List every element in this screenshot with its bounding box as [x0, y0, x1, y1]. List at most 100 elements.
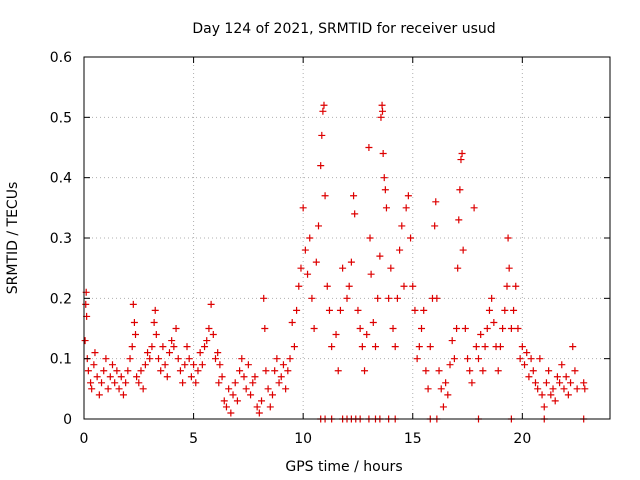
data-point: [531, 379, 539, 387]
data-point: [514, 325, 522, 332]
data-point: [261, 325, 269, 332]
data-point: [366, 234, 374, 242]
data-point: [350, 192, 358, 200]
data-point: [415, 343, 423, 351]
data-point: [389, 325, 397, 332]
data-point: [192, 379, 200, 387]
data-point: [312, 258, 320, 266]
data-point: [81, 337, 89, 345]
data-point: [527, 355, 535, 363]
data-point: [490, 318, 498, 326]
data-point: [135, 379, 143, 387]
data-point: [115, 385, 123, 393]
data-point: [132, 331, 140, 339]
data-point: [442, 379, 450, 387]
data-points: [81, 101, 589, 423]
data-point: [176, 367, 184, 375]
data-point: [464, 355, 472, 363]
data-point: [435, 367, 443, 375]
data-point: [183, 343, 191, 351]
data-point: [475, 355, 482, 363]
data-point: [328, 343, 336, 351]
data-point: [345, 282, 353, 290]
data-point: [413, 355, 421, 363]
y-axis-label: SRMTID / TECUs: [5, 182, 21, 295]
data-point: [130, 318, 138, 326]
data-point: [387, 264, 395, 272]
data-point: [236, 367, 244, 375]
data-point: [321, 192, 329, 200]
data-point: [361, 367, 369, 375]
data-point: [376, 252, 384, 260]
data-point: [170, 343, 178, 351]
data-point: [564, 391, 572, 399]
data-point: [516, 355, 524, 363]
data-point: [318, 131, 326, 139]
data-point: [262, 367, 270, 375]
data-point: [207, 300, 215, 308]
data-point: [367, 270, 375, 278]
data-point: [334, 367, 342, 375]
data-point: [461, 325, 469, 332]
data-point: [317, 162, 325, 170]
data-point: [174, 355, 182, 363]
data-point: [369, 318, 377, 326]
data-point: [547, 391, 555, 399]
data-point: [255, 409, 263, 417]
data-point: [404, 192, 412, 200]
data-point: [433, 294, 441, 302]
data-point: [198, 361, 206, 369]
data-point: [310, 325, 318, 332]
data-point: [558, 361, 566, 369]
data-point: [553, 373, 561, 381]
data-point: [518, 343, 526, 351]
x-tick-label: 10: [294, 431, 312, 447]
data-point: [521, 361, 529, 369]
y-tick-label: 0.5: [50, 110, 72, 126]
data-point: [567, 379, 575, 387]
data-point: [253, 403, 261, 411]
data-point: [477, 331, 485, 339]
data-point: [282, 385, 290, 393]
data-point: [418, 325, 426, 332]
data-point: [304, 270, 312, 278]
data-point: [356, 325, 364, 332]
data-point: [244, 361, 252, 369]
data-point: [470, 204, 478, 212]
data-point: [556, 379, 564, 387]
data-point: [168, 337, 176, 345]
data-point: [351, 210, 359, 218]
data-point: [88, 385, 96, 393]
data-point: [529, 367, 537, 375]
data-point: [260, 294, 268, 302]
y-tick-label: 0.4: [50, 171, 72, 187]
data-point: [363, 331, 371, 339]
data-point: [301, 246, 309, 254]
data-point: [218, 373, 226, 381]
data-point: [456, 186, 464, 194]
data-point: [229, 391, 237, 399]
data-point: [91, 349, 99, 357]
x-tick-label: 0: [80, 431, 89, 447]
data-point: [454, 264, 462, 272]
data-point: [181, 361, 189, 369]
y-tick-label: 0.6: [50, 50, 72, 66]
data-point: [431, 222, 439, 230]
data-point: [111, 379, 119, 387]
data-point: [483, 325, 491, 332]
data-point: [150, 318, 158, 326]
data-point: [231, 379, 239, 387]
data-point: [358, 343, 366, 351]
data-point: [117, 373, 125, 381]
x-tick-label: 15: [404, 431, 422, 447]
data-point: [455, 216, 463, 224]
data-point: [494, 367, 502, 375]
y-tick-label: 0.1: [50, 352, 72, 368]
data-point: [549, 385, 557, 393]
data-point: [332, 331, 340, 339]
data-point: [159, 343, 167, 351]
data-point: [144, 349, 152, 357]
axis-ticks: 0 5 10 15 20 0 0.1 0.2 0.3 0.4 0.5 0.6: [50, 50, 610, 447]
data-point: [84, 367, 92, 375]
data-point: [146, 355, 154, 363]
